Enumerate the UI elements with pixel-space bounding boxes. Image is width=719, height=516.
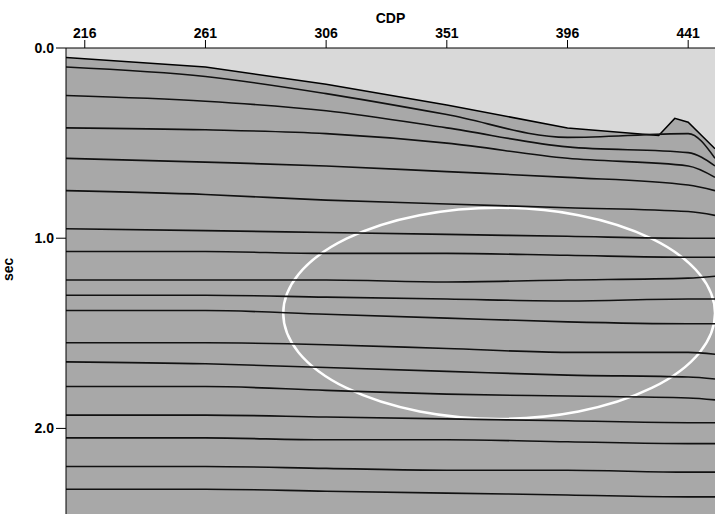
svg-text:2.0: 2.0 <box>35 420 55 436</box>
svg-text:396: 396 <box>556 25 580 41</box>
svg-text:261: 261 <box>194 25 218 41</box>
svg-text:0.0: 0.0 <box>35 40 55 56</box>
svg-text:CDP: CDP <box>376 10 406 26</box>
svg-text:216: 216 <box>73 25 97 41</box>
svg-text:1.0: 1.0 <box>35 230 55 246</box>
svg-text:441: 441 <box>677 25 701 41</box>
svg-text:351: 351 <box>435 25 459 41</box>
svg-text:sec: sec <box>0 257 16 281</box>
svg-text:306: 306 <box>314 25 338 41</box>
